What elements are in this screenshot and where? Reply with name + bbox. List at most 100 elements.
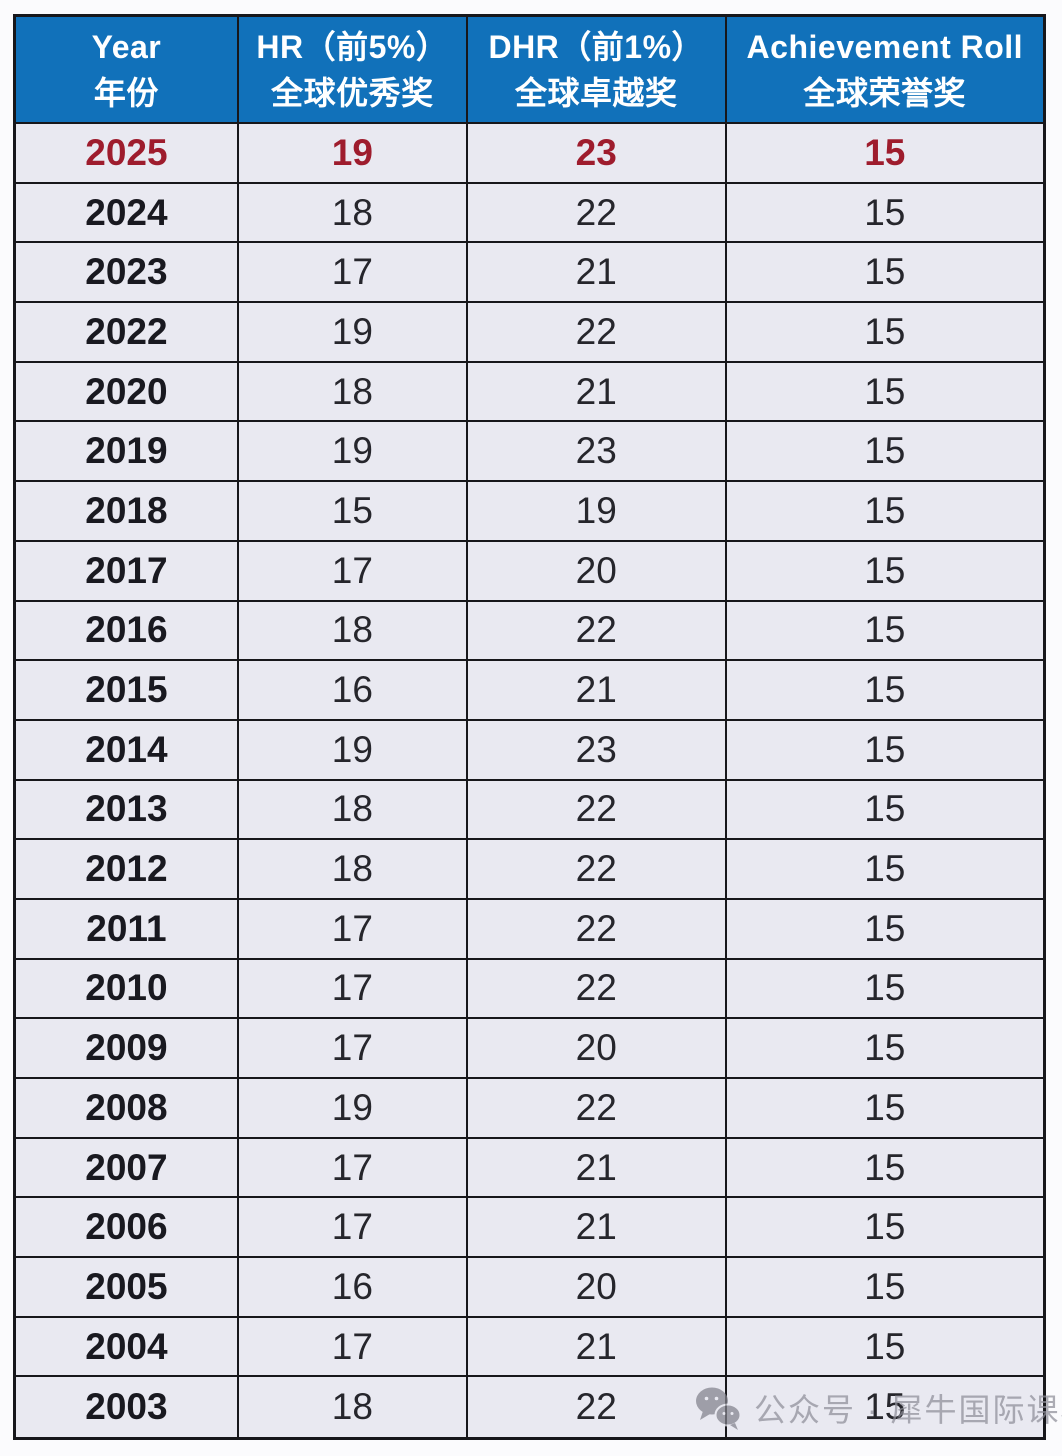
ar-value: 15 — [864, 370, 906, 412]
table-row-2009-hr: 17 — [238, 1019, 468, 1079]
hr-value: 16 — [331, 669, 373, 711]
year-value: 2019 — [85, 430, 168, 472]
dhr-value: 22 — [575, 848, 617, 890]
table-row-2012-dhr: 22 — [467, 840, 727, 900]
header-year-en: Year — [91, 28, 162, 65]
table-row-2006-hr: 17 — [238, 1198, 468, 1259]
table-row-2020-ar: 15 — [726, 362, 1043, 423]
table-row-2011-hr: 17 — [238, 899, 468, 960]
table-row-2015-dhr: 21 — [467, 661, 727, 721]
year-value: 2012 — [85, 848, 168, 890]
hr-value: 18 — [331, 1386, 373, 1428]
table-row-2024-ar: 15 — [726, 183, 1043, 244]
table-row-2014-ar: 15 — [726, 720, 1043, 781]
header-dhr-cn: 全球卓越奖 — [515, 74, 678, 111]
year-value: 2016 — [85, 609, 168, 651]
table-row-2015-hr: 16 — [238, 661, 468, 721]
table-row-2011-dhr: 22 — [467, 899, 727, 960]
ar-value: 15 — [864, 848, 906, 890]
table-row-2005-year: 2005 — [16, 1258, 239, 1318]
dhr-value: 23 — [575, 131, 617, 173]
table-row-2003-ar: 15 — [726, 1377, 1043, 1438]
header-dhr-en: DHR（前1%） — [488, 28, 705, 65]
table-row-2019-hr: 19 — [238, 422, 468, 483]
table-row-2013-year: 2013 — [16, 780, 239, 841]
hr-value: 18 — [331, 788, 373, 830]
ar-value: 15 — [864, 1206, 906, 1248]
table-row-2014-dhr: 23 — [467, 720, 727, 781]
hr-value: 17 — [331, 1206, 373, 1248]
ar-value: 15 — [864, 191, 906, 233]
table-row-2017-ar: 15 — [726, 541, 1043, 602]
dhr-value: 20 — [575, 1027, 617, 1069]
dhr-value: 22 — [575, 907, 617, 949]
dhr-value: 22 — [575, 609, 617, 651]
table-row-2007-ar: 15 — [726, 1138, 1043, 1199]
dhr-value: 21 — [575, 1206, 617, 1248]
header-year: Year 年份 — [16, 17, 239, 124]
header-dhr: DHR（前1%） 全球卓越奖 — [467, 17, 727, 124]
table-row-2003-dhr: 22 — [467, 1377, 727, 1438]
year-value: 2013 — [85, 788, 168, 830]
hr-value: 16 — [331, 1265, 373, 1307]
table-row-2005-hr: 16 — [238, 1258, 468, 1318]
table-row-2016-hr: 18 — [238, 601, 468, 662]
year-value: 2003 — [85, 1386, 168, 1428]
table-row-2014-year: 2014 — [16, 720, 239, 781]
year-value: 2024 — [85, 191, 168, 233]
table-row-2016-ar: 15 — [726, 601, 1043, 662]
header-year-cn: 年份 — [93, 74, 159, 111]
table-row-2022-year: 2022 — [16, 303, 239, 363]
hr-value: 19 — [331, 430, 373, 472]
ar-value: 15 — [864, 489, 906, 531]
table-row-2003-hr: 18 — [238, 1377, 468, 1438]
table-row-2020-hr: 18 — [238, 362, 468, 423]
header-ar-cn: 全球荣誉奖 — [803, 74, 967, 111]
table-row-2019-ar: 15 — [726, 422, 1043, 483]
hr-value: 17 — [331, 907, 373, 949]
dhr-value: 22 — [575, 1086, 617, 1128]
year-value: 2007 — [85, 1146, 168, 1188]
table-row-2020-year: 2020 — [16, 362, 239, 423]
table-row-2010-dhr: 22 — [467, 959, 727, 1020]
header-hr-cn: 全球优秀奖 — [271, 74, 434, 111]
table-row-2017-hr: 17 — [238, 541, 468, 602]
year-value: 2010 — [85, 967, 168, 1009]
year-value: 2020 — [85, 370, 168, 412]
hr-value: 19 — [331, 131, 373, 173]
hr-value: 18 — [331, 370, 373, 412]
table-row-2013-ar: 15 — [726, 780, 1043, 841]
header-ar-en: Achievement Roll — [746, 28, 1024, 65]
table-row-2008-year: 2008 — [16, 1079, 239, 1139]
ar-value: 15 — [864, 131, 906, 173]
header-achievement-roll: Achievement Roll 全球荣誉奖 — [726, 17, 1043, 124]
hr-value: 17 — [331, 251, 373, 293]
header-hr-en: HR（前5%） — [256, 28, 449, 65]
dhr-value: 21 — [575, 1325, 617, 1367]
dhr-value: 22 — [575, 1386, 617, 1428]
table-row-2004-year: 2004 — [16, 1317, 239, 1378]
table-row-2006-ar: 15 — [726, 1198, 1043, 1259]
table-row-2008-dhr: 22 — [467, 1079, 727, 1139]
table-row-2007-dhr: 21 — [467, 1138, 727, 1199]
table-row-2016-year: 2016 — [16, 601, 239, 662]
table-row-2005-ar: 15 — [726, 1258, 1043, 1318]
table-row-2005-dhr: 20 — [467, 1258, 727, 1318]
dhr-value: 22 — [575, 191, 617, 233]
year-value: 2017 — [85, 549, 168, 591]
year-value: 2006 — [85, 1206, 168, 1248]
table-row-2023-hr: 17 — [238, 243, 468, 304]
hr-value: 15 — [331, 489, 373, 531]
ar-value: 15 — [864, 907, 906, 949]
table-row-2023-dhr: 21 — [467, 243, 727, 304]
table-row-2018-year: 2018 — [16, 482, 239, 542]
hr-value: 17 — [331, 967, 373, 1009]
ar-value: 15 — [864, 967, 906, 1009]
hr-value: 19 — [331, 728, 373, 770]
table-row-2015-year: 2015 — [16, 661, 239, 721]
table-row-2018-ar: 15 — [726, 482, 1043, 542]
dhr-value: 20 — [575, 1265, 617, 1307]
dhr-value: 23 — [575, 430, 617, 472]
table-row-2004-ar: 15 — [726, 1317, 1043, 1378]
header-hr: HR（前5%） 全球优秀奖 — [238, 17, 468, 124]
